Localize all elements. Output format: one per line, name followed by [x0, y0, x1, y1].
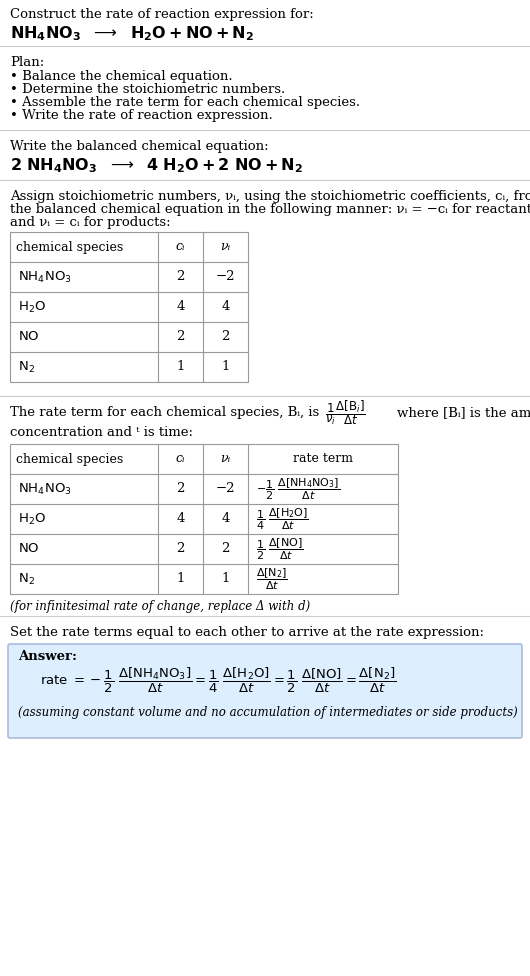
FancyBboxPatch shape	[8, 644, 522, 738]
Text: νᵢ: νᵢ	[220, 240, 231, 254]
Text: chemical species: chemical species	[16, 240, 123, 254]
Text: $\mathbf{NH_4NO_3}$  $\longrightarrow$  $\mathbf{H_2O + NO + N_2}$: $\mathbf{NH_4NO_3}$ $\longrightarrow$ $\…	[10, 24, 254, 43]
Text: $\dfrac{\Delta[\mathrm{N_2}]}{\Delta t}$: $\dfrac{\Delta[\mathrm{N_2}]}{\Delta t}$	[256, 566, 288, 591]
Text: −2: −2	[216, 482, 235, 496]
Text: the balanced chemical equation in the following manner: νᵢ = −cᵢ for reactants: the balanced chemical equation in the fo…	[10, 203, 530, 216]
Text: • Balance the chemical equation.: • Balance the chemical equation.	[10, 70, 233, 83]
Text: 1: 1	[222, 573, 229, 586]
Text: cᵢ: cᵢ	[176, 453, 186, 466]
Text: $\mathrm{N_2}$: $\mathrm{N_2}$	[18, 359, 35, 375]
Text: The rate term for each chemical species, Bᵢ, is: The rate term for each chemical species,…	[10, 406, 319, 419]
Text: Assign stoichiometric numbers, νᵢ, using the stoichiometric coefficients, cᵢ, fr: Assign stoichiometric numbers, νᵢ, using…	[10, 190, 530, 203]
Text: Construct the rate of reaction expression for:: Construct the rate of reaction expressio…	[10, 8, 314, 21]
Text: rate term: rate term	[293, 453, 353, 466]
Text: 4: 4	[176, 301, 184, 313]
Text: 2: 2	[176, 482, 184, 496]
Text: 2: 2	[176, 543, 184, 555]
Text: Set the rate terms equal to each other to arrive at the rate expression:: Set the rate terms equal to each other t…	[10, 626, 484, 639]
Text: $\mathrm{NH_4NO_3}$: $\mathrm{NH_4NO_3}$	[18, 269, 72, 285]
Text: and νᵢ = cᵢ for products:: and νᵢ = cᵢ for products:	[10, 216, 171, 229]
Text: $\mathrm{N_2}$: $\mathrm{N_2}$	[18, 572, 35, 587]
Bar	[10, 444, 398, 594]
Text: $\dfrac{1}{\nu_i}\dfrac{\Delta[\mathrm{B}_i]}{\Delta t}$: $\dfrac{1}{\nu_i}\dfrac{\Delta[\mathrm{B…	[325, 398, 366, 427]
Text: 4: 4	[222, 301, 229, 313]
Text: 2: 2	[222, 331, 229, 344]
Text: • Write the rate of reaction expression.: • Write the rate of reaction expression.	[10, 109, 273, 122]
Text: $\mathrm{H_2O}$: $\mathrm{H_2O}$	[18, 511, 46, 526]
Text: $\mathrm{NO}$: $\mathrm{NO}$	[18, 331, 40, 344]
Text: $\mathrm{NO}$: $\mathrm{NO}$	[18, 543, 40, 555]
Bar	[10, 232, 248, 382]
Text: cᵢ: cᵢ	[176, 240, 186, 254]
Text: 2: 2	[176, 270, 184, 283]
Text: $\mathrm{NH_4NO_3}$: $\mathrm{NH_4NO_3}$	[18, 481, 72, 497]
Text: Write the balanced chemical equation:: Write the balanced chemical equation:	[10, 140, 269, 153]
Text: (for infinitesimal rate of change, replace Δ with d): (for infinitesimal rate of change, repla…	[10, 600, 310, 613]
Text: $-\dfrac{1}{2}\ \dfrac{\Delta[\mathrm{NH_4NO_3}]}{\Delta t}$: $-\dfrac{1}{2}\ \dfrac{\Delta[\mathrm{NH…	[256, 476, 340, 502]
Text: $\dfrac{1}{4}\ \dfrac{\Delta[\mathrm{H_2O}]}{\Delta t}$: $\dfrac{1}{4}\ \dfrac{\Delta[\mathrm{H_2…	[256, 507, 309, 532]
Text: Plan:: Plan:	[10, 56, 44, 69]
Text: 1: 1	[176, 360, 184, 374]
Text: where [Bᵢ] is the amount: where [Bᵢ] is the amount	[397, 406, 530, 420]
Text: rate $= -\dfrac{1}{2}\ \dfrac{\Delta[\mathrm{NH_4NO_3}]}{\Delta t}= \dfrac{1}{4}: rate $= -\dfrac{1}{2}\ \dfrac{\Delta[\ma…	[40, 666, 396, 695]
Text: −2: −2	[216, 270, 235, 283]
Text: (assuming constant volume and no accumulation of intermediates or side products): (assuming constant volume and no accumul…	[18, 706, 518, 719]
Text: 4: 4	[222, 512, 229, 525]
Text: 1: 1	[176, 573, 184, 586]
Text: 1: 1	[222, 360, 229, 374]
Text: chemical species: chemical species	[16, 453, 123, 466]
Text: • Assemble the rate term for each chemical species.: • Assemble the rate term for each chemic…	[10, 96, 360, 109]
Text: $\mathrm{H_2O}$: $\mathrm{H_2O}$	[18, 300, 46, 314]
Text: 4: 4	[176, 512, 184, 525]
Text: νᵢ: νᵢ	[220, 453, 231, 466]
Text: Answer:: Answer:	[18, 650, 77, 663]
Text: 2: 2	[222, 543, 229, 555]
Text: $\dfrac{1}{2}\ \dfrac{\Delta[\mathrm{NO}]}{\Delta t}$: $\dfrac{1}{2}\ \dfrac{\Delta[\mathrm{NO}…	[256, 536, 304, 562]
Text: concentration and ᵗ is time:: concentration and ᵗ is time:	[10, 426, 193, 439]
Text: • Determine the stoichiometric numbers.: • Determine the stoichiometric numbers.	[10, 83, 285, 96]
Text: 2: 2	[176, 331, 184, 344]
Text: $\mathbf{2\ NH_4NO_3}$  $\longrightarrow$  $\mathbf{4\ H_2O + 2\ NO + N_2}$: $\mathbf{2\ NH_4NO_3}$ $\longrightarrow$…	[10, 156, 303, 175]
